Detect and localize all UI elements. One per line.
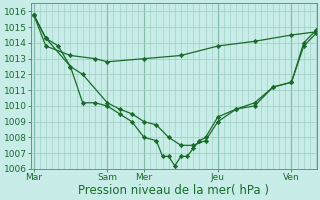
X-axis label: Pression niveau de la mer( hPa ): Pression niveau de la mer( hPa ) (78, 184, 269, 197)
